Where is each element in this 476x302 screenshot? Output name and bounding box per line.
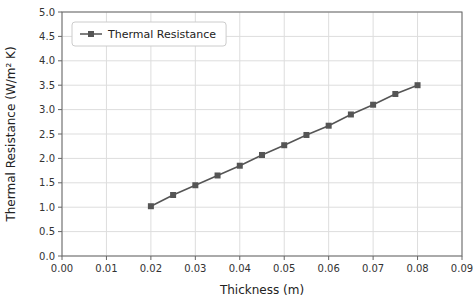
x-tick-label: 0.07 xyxy=(362,263,384,274)
y-grid-line xyxy=(62,207,462,208)
x-tick xyxy=(462,256,463,260)
data-point xyxy=(326,123,332,129)
y-tick xyxy=(58,158,62,159)
data-point xyxy=(281,142,287,148)
y-tick xyxy=(58,182,62,183)
x-tick-label: 0.03 xyxy=(184,263,206,274)
y-tick xyxy=(58,134,62,135)
y-axis-label: Thermal Resistance (W/m² K) xyxy=(4,46,18,222)
y-tick-label: 3.0 xyxy=(39,104,55,115)
data-point xyxy=(415,82,421,88)
y-tick xyxy=(58,36,62,37)
y-tick-label: 2.0 xyxy=(39,153,55,164)
y-tick xyxy=(58,256,62,257)
y-grid-line xyxy=(62,60,462,61)
y-tick-label: 3.5 xyxy=(39,80,55,91)
y-tick-label: 2.5 xyxy=(39,129,55,140)
x-tick-label: 0.06 xyxy=(318,263,340,274)
y-tick-label: 4.5 xyxy=(39,31,55,42)
x-tick-label: 0.04 xyxy=(229,263,251,274)
data-point xyxy=(259,152,265,158)
data-point xyxy=(192,182,198,188)
x-tick xyxy=(284,256,285,260)
data-point xyxy=(148,203,154,209)
y-grid-line xyxy=(62,134,462,135)
x-tick-label: 0.08 xyxy=(406,263,428,274)
x-tick xyxy=(106,256,107,260)
y-tick-label: 1.0 xyxy=(39,202,55,213)
x-tick-label: 0.00 xyxy=(51,263,73,274)
y-tick xyxy=(58,109,62,110)
y-grid-line xyxy=(62,158,462,159)
y-tick xyxy=(58,207,62,208)
data-point xyxy=(348,111,354,117)
x-axis-label: Thickness (m) xyxy=(219,283,304,297)
x-tick xyxy=(150,256,151,260)
legend-label: Thermal Resistance xyxy=(107,28,216,41)
y-grid-line xyxy=(62,85,462,86)
data-point xyxy=(215,172,221,178)
axes: 0.00 0.01 0.02 0.03 0.04 0.05 0.06 0.07 0.08 0.09… xyxy=(39,7,473,275)
y-tick-label: 1.5 xyxy=(39,177,55,188)
x-tick xyxy=(417,256,418,260)
y-grid-line xyxy=(62,182,462,183)
x-tick xyxy=(239,256,240,260)
y-grid-line xyxy=(62,231,462,232)
legend-box xyxy=(72,22,226,46)
x-tick-label: 0.02 xyxy=(140,263,162,274)
plot-frame xyxy=(62,12,462,256)
y-tick-label: 4.0 xyxy=(39,55,55,66)
x-tick xyxy=(328,256,329,260)
y-tick xyxy=(58,60,62,61)
y-tick xyxy=(58,12,62,13)
x-tick-label: 0.09 xyxy=(451,263,473,274)
x-tick xyxy=(62,256,63,260)
legend-marker xyxy=(88,31,94,37)
x-tick xyxy=(195,256,196,260)
grid xyxy=(62,12,462,256)
data-point xyxy=(237,163,243,169)
y-tick xyxy=(58,85,62,86)
legend: Thermal Resistance xyxy=(72,22,226,46)
data-point xyxy=(370,102,376,108)
x-tick-label: 0.01 xyxy=(95,263,117,274)
data-line xyxy=(151,85,418,206)
chart: 0.00 0.01 0.02 0.03 0.04 0.05 0.06 0.07 0.08 0.09… xyxy=(0,0,476,302)
y-grid-line xyxy=(62,109,462,110)
y-tick xyxy=(58,231,62,232)
plot-data xyxy=(148,82,421,209)
y-tick-label: 0.0 xyxy=(39,251,55,262)
y-tick-label: 0.5 xyxy=(39,226,55,237)
data-point xyxy=(392,91,398,97)
data-point xyxy=(170,192,176,198)
x-tick xyxy=(373,256,374,260)
x-tick-label: 0.05 xyxy=(273,263,295,274)
y-tick-label: 5.0 xyxy=(39,7,55,18)
data-point xyxy=(303,132,309,138)
